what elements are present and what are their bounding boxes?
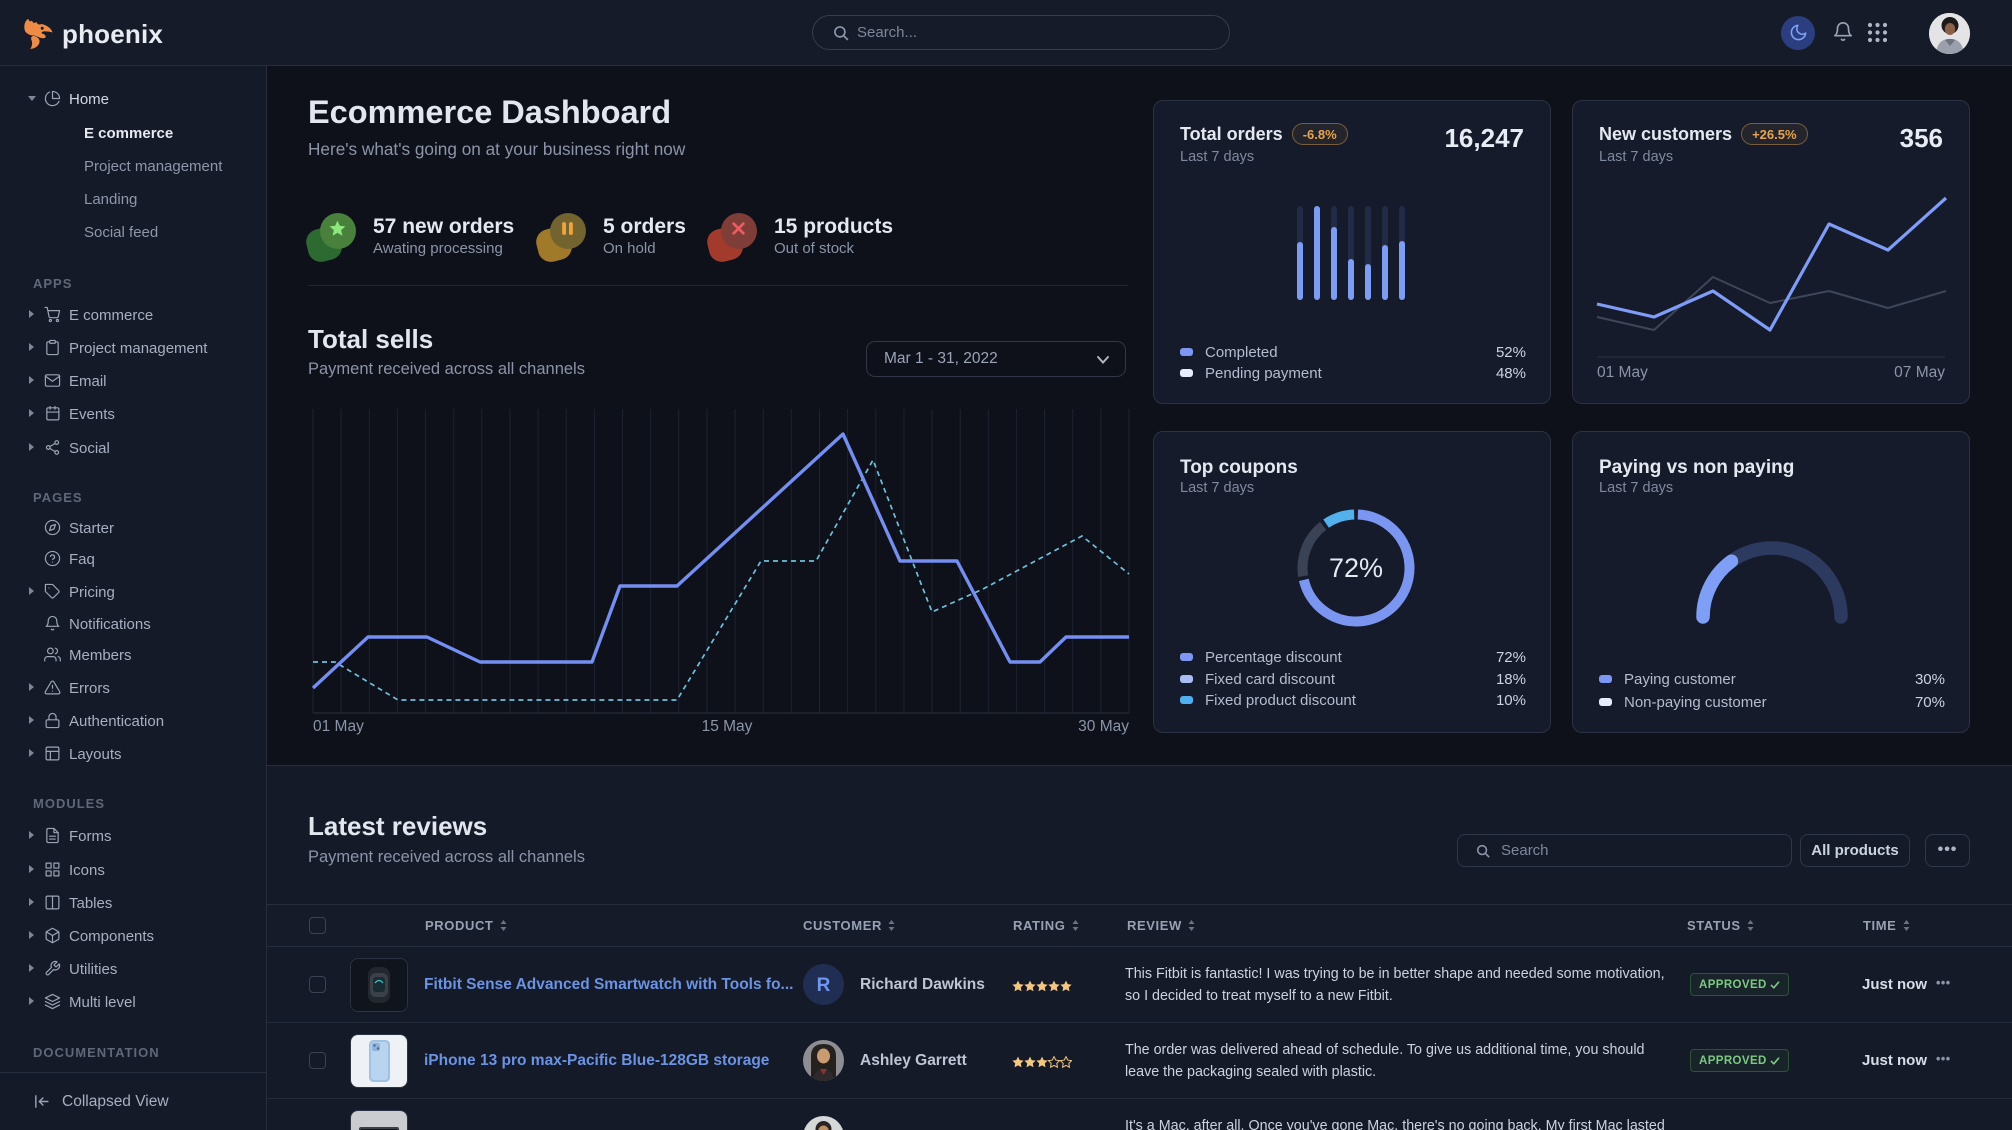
svg-text:72%: 72%: [1329, 553, 1383, 583]
svg-text:30 May: 30 May: [1078, 718, 1129, 735]
svg-text:R: R: [817, 975, 831, 996]
svg-text:07 May: 07 May: [1894, 364, 1945, 381]
svg-text:15 May: 15 May: [702, 718, 753, 735]
svg-text:01 May: 01 May: [313, 718, 364, 735]
svg-text:01 May: 01 May: [1597, 364, 1648, 381]
